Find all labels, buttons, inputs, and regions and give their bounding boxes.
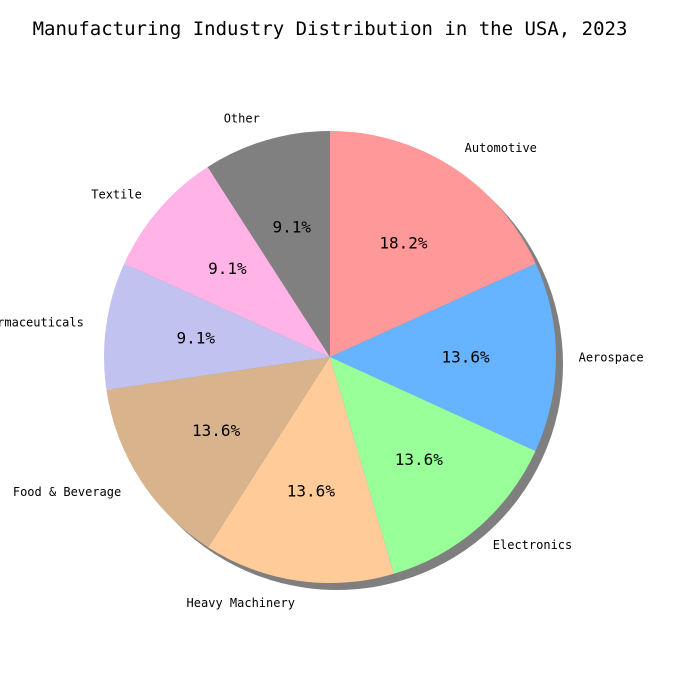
slice-automotive: [330, 131, 536, 357]
percent-label-textile: 9.1%: [208, 259, 247, 278]
percent-label-electronics: 13.6%: [395, 450, 444, 469]
percent-label-automotive: 18.2%: [379, 234, 428, 253]
slice-pharmaceuticals: [103, 263, 330, 390]
slice-food-beverage: [106, 357, 330, 548]
slices: [103, 131, 556, 583]
category-label-automotive: Automotive: [465, 141, 537, 155]
category-label-electronics: Electronics: [493, 538, 572, 552]
slice-textile: [124, 167, 330, 357]
slice-heavy-machinery: [208, 357, 394, 583]
category-label-other: Other: [224, 112, 260, 126]
category-label-textile: Textile: [91, 188, 142, 202]
slice-electronics: [330, 357, 536, 574]
category-label-aerospace: Aerospace: [579, 350, 644, 364]
percent-label-pharmaceuticals: 9.1%: [176, 329, 215, 348]
chart-title: Manufacturing Industry Distribution in t…: [33, 18, 628, 40]
slice-aerospace: [330, 263, 556, 452]
percent-labels: 18.2% 13.6% 13.6% 13.6% 13.6% 9.1% 9.1% 9.1%: [176, 217, 490, 500]
percent-label-aerospace: 13.6%: [442, 348, 491, 367]
category-label-food-beverage: Food & Beverage: [13, 485, 121, 499]
percent-label-food-beverage: 13.6%: [192, 421, 241, 440]
percent-label-heavy-machinery: 13.6%: [287, 482, 336, 501]
category-label-pharmaceuticals: Pharmaceuticals: [0, 315, 84, 329]
percent-label-other: 9.1%: [272, 217, 311, 236]
category-label-heavy-machinery: Heavy Machinery: [187, 596, 295, 610]
category-labels: Automotive Aerospace Electronics Heavy Mach…: [0, 112, 644, 611]
slice-other: [207, 131, 330, 357]
